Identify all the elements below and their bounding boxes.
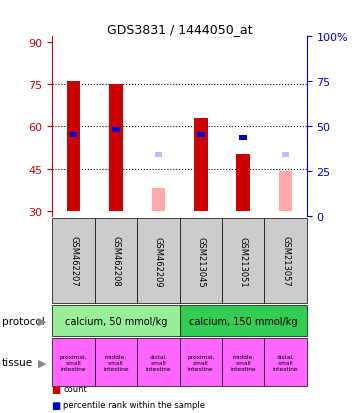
Text: GSM213051: GSM213051 [239, 236, 248, 287]
Text: GSM462208: GSM462208 [112, 236, 121, 287]
Text: calcium, 50 mmol/kg: calcium, 50 mmol/kg [65, 316, 167, 326]
Text: proximal,
small
intestine: proximal, small intestine [60, 354, 87, 371]
Text: middle,
small
intestine: middle, small intestine [230, 354, 256, 371]
Text: distal,
small
intestine: distal, small intestine [273, 354, 299, 371]
Text: ■: ■ [51, 400, 61, 410]
Text: middle,
small
intestine: middle, small intestine [103, 354, 129, 371]
Bar [236, 155, 250, 211]
Bar [282, 152, 290, 158]
Text: GSM462207: GSM462207 [69, 236, 78, 287]
Text: GSM213045: GSM213045 [196, 236, 205, 287]
Text: distal,
small
intestine: distal, small intestine [145, 354, 171, 371]
Title: GDS3831 / 1444050_at: GDS3831 / 1444050_at [107, 23, 252, 36]
Text: GSM462209: GSM462209 [154, 236, 163, 287]
Bar [70, 133, 77, 138]
Bar [155, 152, 162, 158]
Text: tissue: tissue [2, 357, 33, 368]
Bar [197, 133, 205, 138]
Text: percentile rank within the sample: percentile rank within the sample [63, 400, 205, 409]
Text: count: count [63, 385, 87, 394]
Bar [279, 172, 292, 211]
Bar [239, 136, 247, 141]
Text: ▶: ▶ [38, 316, 47, 326]
Text: GSM213057: GSM213057 [281, 236, 290, 287]
Text: ▶: ▶ [38, 357, 47, 368]
Bar [67, 82, 81, 211]
Text: calcium, 150 mmol/kg: calcium, 150 mmol/kg [189, 316, 297, 326]
Bar [194, 119, 208, 211]
Text: protocol: protocol [2, 316, 44, 326]
Bar [112, 127, 120, 132]
Text: proximal,
small
intestine: proximal, small intestine [187, 354, 214, 371]
Bar [109, 85, 123, 211]
Text: ■: ■ [51, 384, 61, 394]
Bar [152, 189, 165, 211]
